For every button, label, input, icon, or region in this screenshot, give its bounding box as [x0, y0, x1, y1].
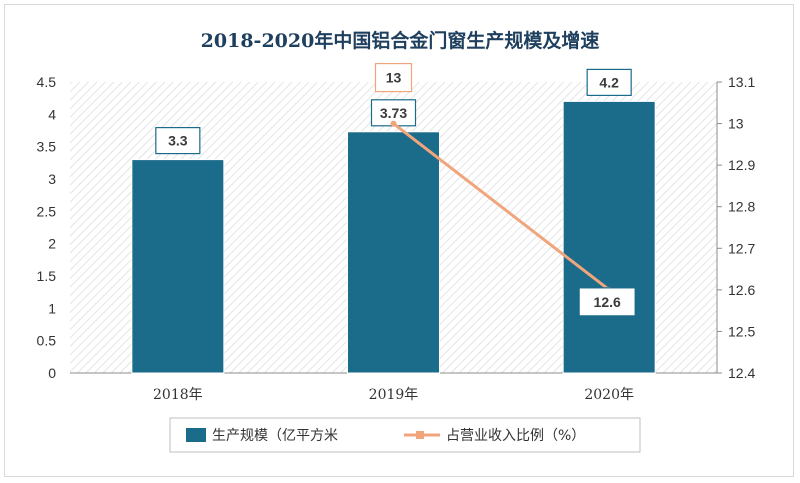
right-tick-label: 12.7: [728, 240, 755, 256]
bar-label-box: [155, 126, 201, 155]
left-tick-label: 4: [48, 106, 56, 122]
right-tick-label: 13: [728, 116, 744, 132]
left-tick-label: 2: [48, 236, 56, 252]
left-tick-label: 0: [48, 365, 56, 381]
right-tick-label: 12.6: [728, 282, 755, 298]
x-tick-label: 2020年: [584, 387, 634, 403]
x-axis-ticks: 2018年 2019年 2020年: [153, 387, 634, 403]
left-tick-label: 3.5: [37, 139, 57, 155]
legend-line-marker: [416, 431, 424, 439]
right-tick-label: 12.9: [728, 157, 755, 173]
bar-label-box: [586, 68, 632, 97]
line-series: 13 12.6: [374, 62, 636, 317]
left-axis-ticks: 0 0.5 1 1.5 2 2.5 3 3.5 4 4.5: [37, 74, 57, 381]
line-point: [390, 120, 397, 127]
legend-bar-swatch: [186, 428, 206, 442]
bar-series: 3.3 3.73 4.2: [131, 68, 656, 374]
bar-label: 3.3: [168, 133, 188, 149]
line-label: 12.6: [594, 294, 621, 310]
bar-label: 3.73: [380, 105, 407, 121]
x-tick-label: 2019年: [369, 387, 419, 403]
legend-bar-label: 生产规模（亿平方米: [212, 428, 338, 444]
bar: [131, 159, 225, 374]
line-label: 13: [386, 70, 402, 86]
left-tick-label: 3: [48, 171, 56, 187]
x-tick-label: 2018年: [153, 387, 203, 403]
bar-label: 4.2: [599, 74, 619, 90]
right-tick-label: 12.5: [728, 323, 755, 339]
legend: 生产规模（亿平方米 占营业收入比例（%）: [169, 417, 641, 453]
right-tick-label: 12.8: [728, 199, 755, 215]
left-tick-label: 1: [48, 300, 56, 316]
left-tick-label: 0.5: [37, 333, 57, 349]
right-tick-label: 13.1: [728, 74, 755, 90]
left-tick-label: 4.5: [37, 74, 57, 90]
left-tick-label: 1.5: [37, 268, 57, 284]
legend-line-label: 占营业收入比例（%）: [446, 428, 585, 444]
bar: [562, 100, 656, 374]
right-axis-ticks: 12.4 12.5 12.6 12.7 12.8 12.9 13 13.1: [717, 74, 755, 381]
line-path: [392, 122, 611, 292]
bar: [347, 131, 440, 374]
chart-title: 2018-2020年中国铝合金门窗生产规模及增速: [200, 30, 600, 52]
line-label-box: [578, 287, 636, 317]
left-tick-label: 2.5: [37, 203, 57, 219]
line-label-box: [374, 62, 413, 93]
right-tick-label: 12.4: [728, 365, 755, 381]
